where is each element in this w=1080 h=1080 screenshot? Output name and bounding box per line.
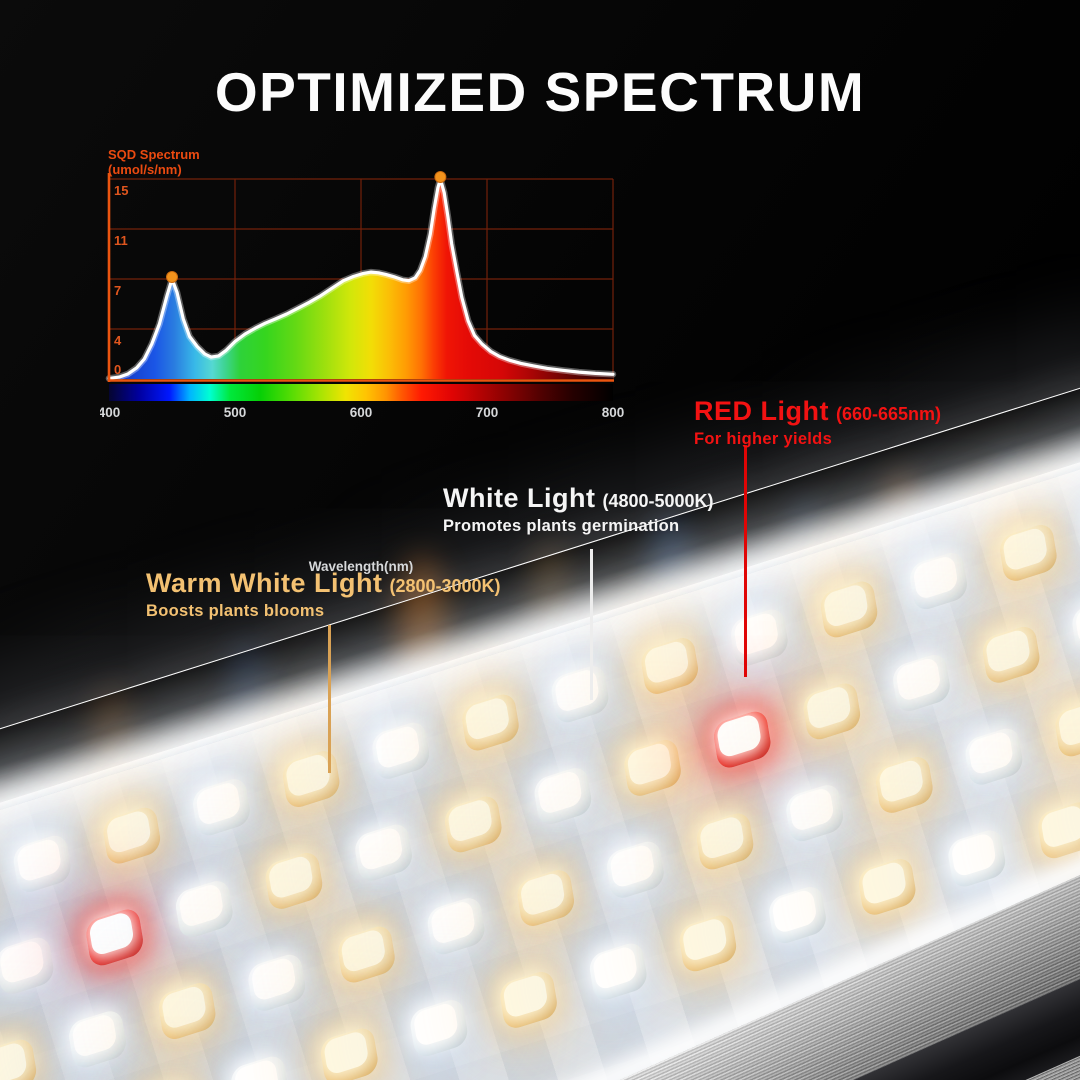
warm-white-light-subtitle: Boosts plants blooms [146, 602, 325, 620]
svg-text:15: 15 [114, 183, 128, 198]
warm-white-light-callout: Warm White Light (2800-3000K) Boosts plan… [146, 568, 501, 621]
white-light-title: White Light [443, 483, 596, 513]
red-light-subtitle: For higher yields [694, 430, 833, 448]
warm-white-light-pointer-line [328, 625, 331, 773]
svg-text:0: 0 [114, 362, 121, 377]
red-light-title: RED Light [694, 396, 829, 426]
red-light-callout: RED Light (660-665nm) For higher yields [694, 396, 941, 449]
svg-text:7: 7 [114, 283, 121, 298]
warm-white-light-range: (2800-3000K) [389, 576, 501, 596]
svg-text:800: 800 [602, 405, 625, 420]
white-light-range: (4800-5000K) [602, 491, 714, 511]
white-light-subtitle: Promotes plants germination [443, 517, 680, 535]
svg-text:700: 700 [476, 405, 499, 420]
page-title: OPTIMIZED SPECTRUM [214, 61, 866, 123]
red-light-range: (660-665nm) [835, 404, 942, 424]
svg-text:600: 600 [350, 405, 373, 420]
svg-text:4: 4 [114, 333, 122, 348]
white-light-pointer-line [590, 549, 593, 700]
svg-text:11: 11 [114, 233, 128, 248]
spectrum-plot: 0 4 7 11 15 400 500 600 700 800 [100, 171, 625, 420]
svg-text:500: 500 [224, 405, 247, 420]
sqd-spectrum-chart: SQD Spectrum (umol/s/nm) 0 4 7 11 15 400 500 60… [100, 145, 660, 574]
warm-white-light-title: Warm White Light [146, 568, 383, 598]
chart-y-axis-label: SQD Spectrum (umol/s/nm) [108, 147, 200, 177]
red-light-pointer-line [744, 445, 747, 677]
svg-text:400: 400 [100, 405, 120, 420]
white-light-callout: White Light (4800-5000K) Promotes plants … [443, 483, 714, 536]
